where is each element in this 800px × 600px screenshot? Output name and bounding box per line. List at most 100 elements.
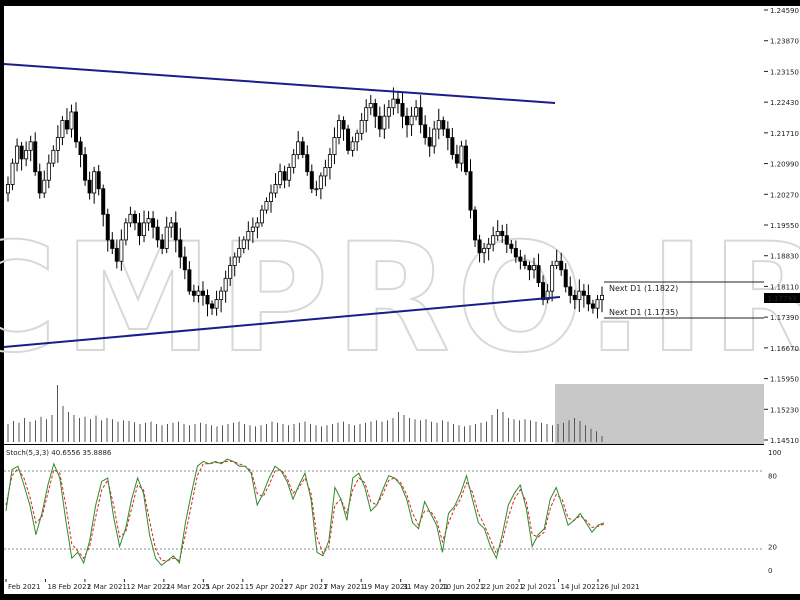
candle-body xyxy=(155,226,160,241)
price-tick-label: 1.20990 xyxy=(770,161,799,169)
candle-body xyxy=(214,299,219,309)
candle-body xyxy=(33,141,38,173)
time-tick-label: 2 Mar 2021 xyxy=(87,583,127,591)
price-tick-label: 1.24590 xyxy=(770,7,799,15)
candle-body xyxy=(454,154,459,164)
candle-body xyxy=(241,239,246,249)
candle-body xyxy=(132,213,137,224)
candle-body xyxy=(405,115,410,126)
candle-body xyxy=(554,260,559,266)
upper-trendline[interactable] xyxy=(3,63,556,104)
candle-body xyxy=(531,265,536,271)
candle-body xyxy=(151,218,156,228)
candle-body xyxy=(432,128,437,147)
price-tick-label: 1.21710 xyxy=(770,130,799,138)
price-tick-label: 1.15230 xyxy=(770,406,799,414)
candle-body xyxy=(386,107,391,117)
candle-body xyxy=(169,222,174,228)
candle-body xyxy=(137,222,142,237)
candle-body xyxy=(550,265,555,292)
stoch-main-line xyxy=(5,458,605,566)
price-tick-label: 1.23150 xyxy=(770,68,799,76)
candle-body xyxy=(486,243,491,249)
candle-body xyxy=(160,239,165,249)
time-tick-label: 22 Jun 2021 xyxy=(482,583,524,591)
candle-body xyxy=(427,137,432,147)
candle-body xyxy=(327,154,332,168)
price-axis xyxy=(764,6,800,579)
candle-body xyxy=(101,188,106,215)
candle-body xyxy=(400,103,405,117)
stoch-tick-label: 20 xyxy=(768,543,777,551)
candle-body xyxy=(87,179,92,194)
candle-body xyxy=(482,248,487,254)
candle-body xyxy=(273,184,278,194)
candle-body xyxy=(359,120,364,134)
candle-body xyxy=(522,260,527,266)
candle-body xyxy=(414,107,419,117)
candle-body xyxy=(46,162,51,181)
candle-body xyxy=(395,98,400,104)
candle-body xyxy=(568,286,573,296)
candle-body xyxy=(500,230,505,237)
candle-body xyxy=(96,171,101,190)
candle-body xyxy=(346,128,351,151)
candle-body xyxy=(123,222,128,241)
candle-body xyxy=(314,188,319,191)
current-price-tag xyxy=(764,293,800,303)
candle-body xyxy=(42,179,47,194)
candle-body xyxy=(114,248,119,262)
candle-body xyxy=(6,184,11,194)
candle-body xyxy=(268,192,273,202)
stoch-panel[interactable] xyxy=(4,445,764,579)
candle-body xyxy=(200,290,205,296)
candle-body xyxy=(105,213,110,241)
time-tick-label: 7 May 2021 xyxy=(324,583,365,591)
candle-body xyxy=(250,226,255,232)
time-tick-label: 19 May 2021 xyxy=(363,583,409,591)
candle-body xyxy=(205,294,210,305)
candle-body xyxy=(74,111,79,143)
candle-body xyxy=(173,222,178,241)
candle-body xyxy=(450,137,455,156)
candle-body xyxy=(237,248,242,258)
candle-body xyxy=(60,120,65,138)
candle-body xyxy=(373,103,378,117)
time-tick-label: 5 Apr 2021 xyxy=(205,583,244,591)
candle-body xyxy=(291,154,296,168)
candle-body xyxy=(436,120,441,130)
stoch-tick-label: 80 xyxy=(768,473,777,481)
lower-trendline[interactable] xyxy=(3,296,561,348)
time-tick-label: 14 Jul 2021 xyxy=(561,583,601,591)
price-axis-ticks: 1.24590 1.23870 1.23150 1.22430 1.21710 1.209… xyxy=(764,7,799,445)
candle-body xyxy=(423,124,428,138)
time-tick-label: 18 Feb 2021 xyxy=(47,583,91,591)
candle-body xyxy=(513,248,518,258)
volume-bars xyxy=(7,385,603,442)
price-tick-label: 1.18110 xyxy=(770,283,799,291)
candle-body xyxy=(600,294,605,301)
price-tick-label: 1.18830 xyxy=(770,253,799,261)
time-tick-label: 12 Mar 2021 xyxy=(126,583,170,591)
candle-body xyxy=(119,239,124,262)
candle-body xyxy=(382,115,387,130)
candle-body xyxy=(577,290,582,301)
candle-body xyxy=(287,167,292,181)
candle-body xyxy=(164,226,169,249)
candle-body xyxy=(563,269,568,288)
candle-body xyxy=(581,290,586,296)
stoch-axis-ticks: 100 80 20 0 xyxy=(768,449,781,575)
candle-body xyxy=(305,154,310,173)
candle-body xyxy=(590,303,595,309)
candle-body xyxy=(441,120,446,130)
candle-body xyxy=(518,256,523,262)
candle-body xyxy=(445,128,450,138)
candle-body xyxy=(219,290,224,301)
price-tick-label: 1.23870 xyxy=(770,38,799,46)
candle-body xyxy=(110,239,115,249)
candle-body xyxy=(318,175,323,190)
candle-body xyxy=(409,115,414,126)
candle-body xyxy=(355,132,360,143)
